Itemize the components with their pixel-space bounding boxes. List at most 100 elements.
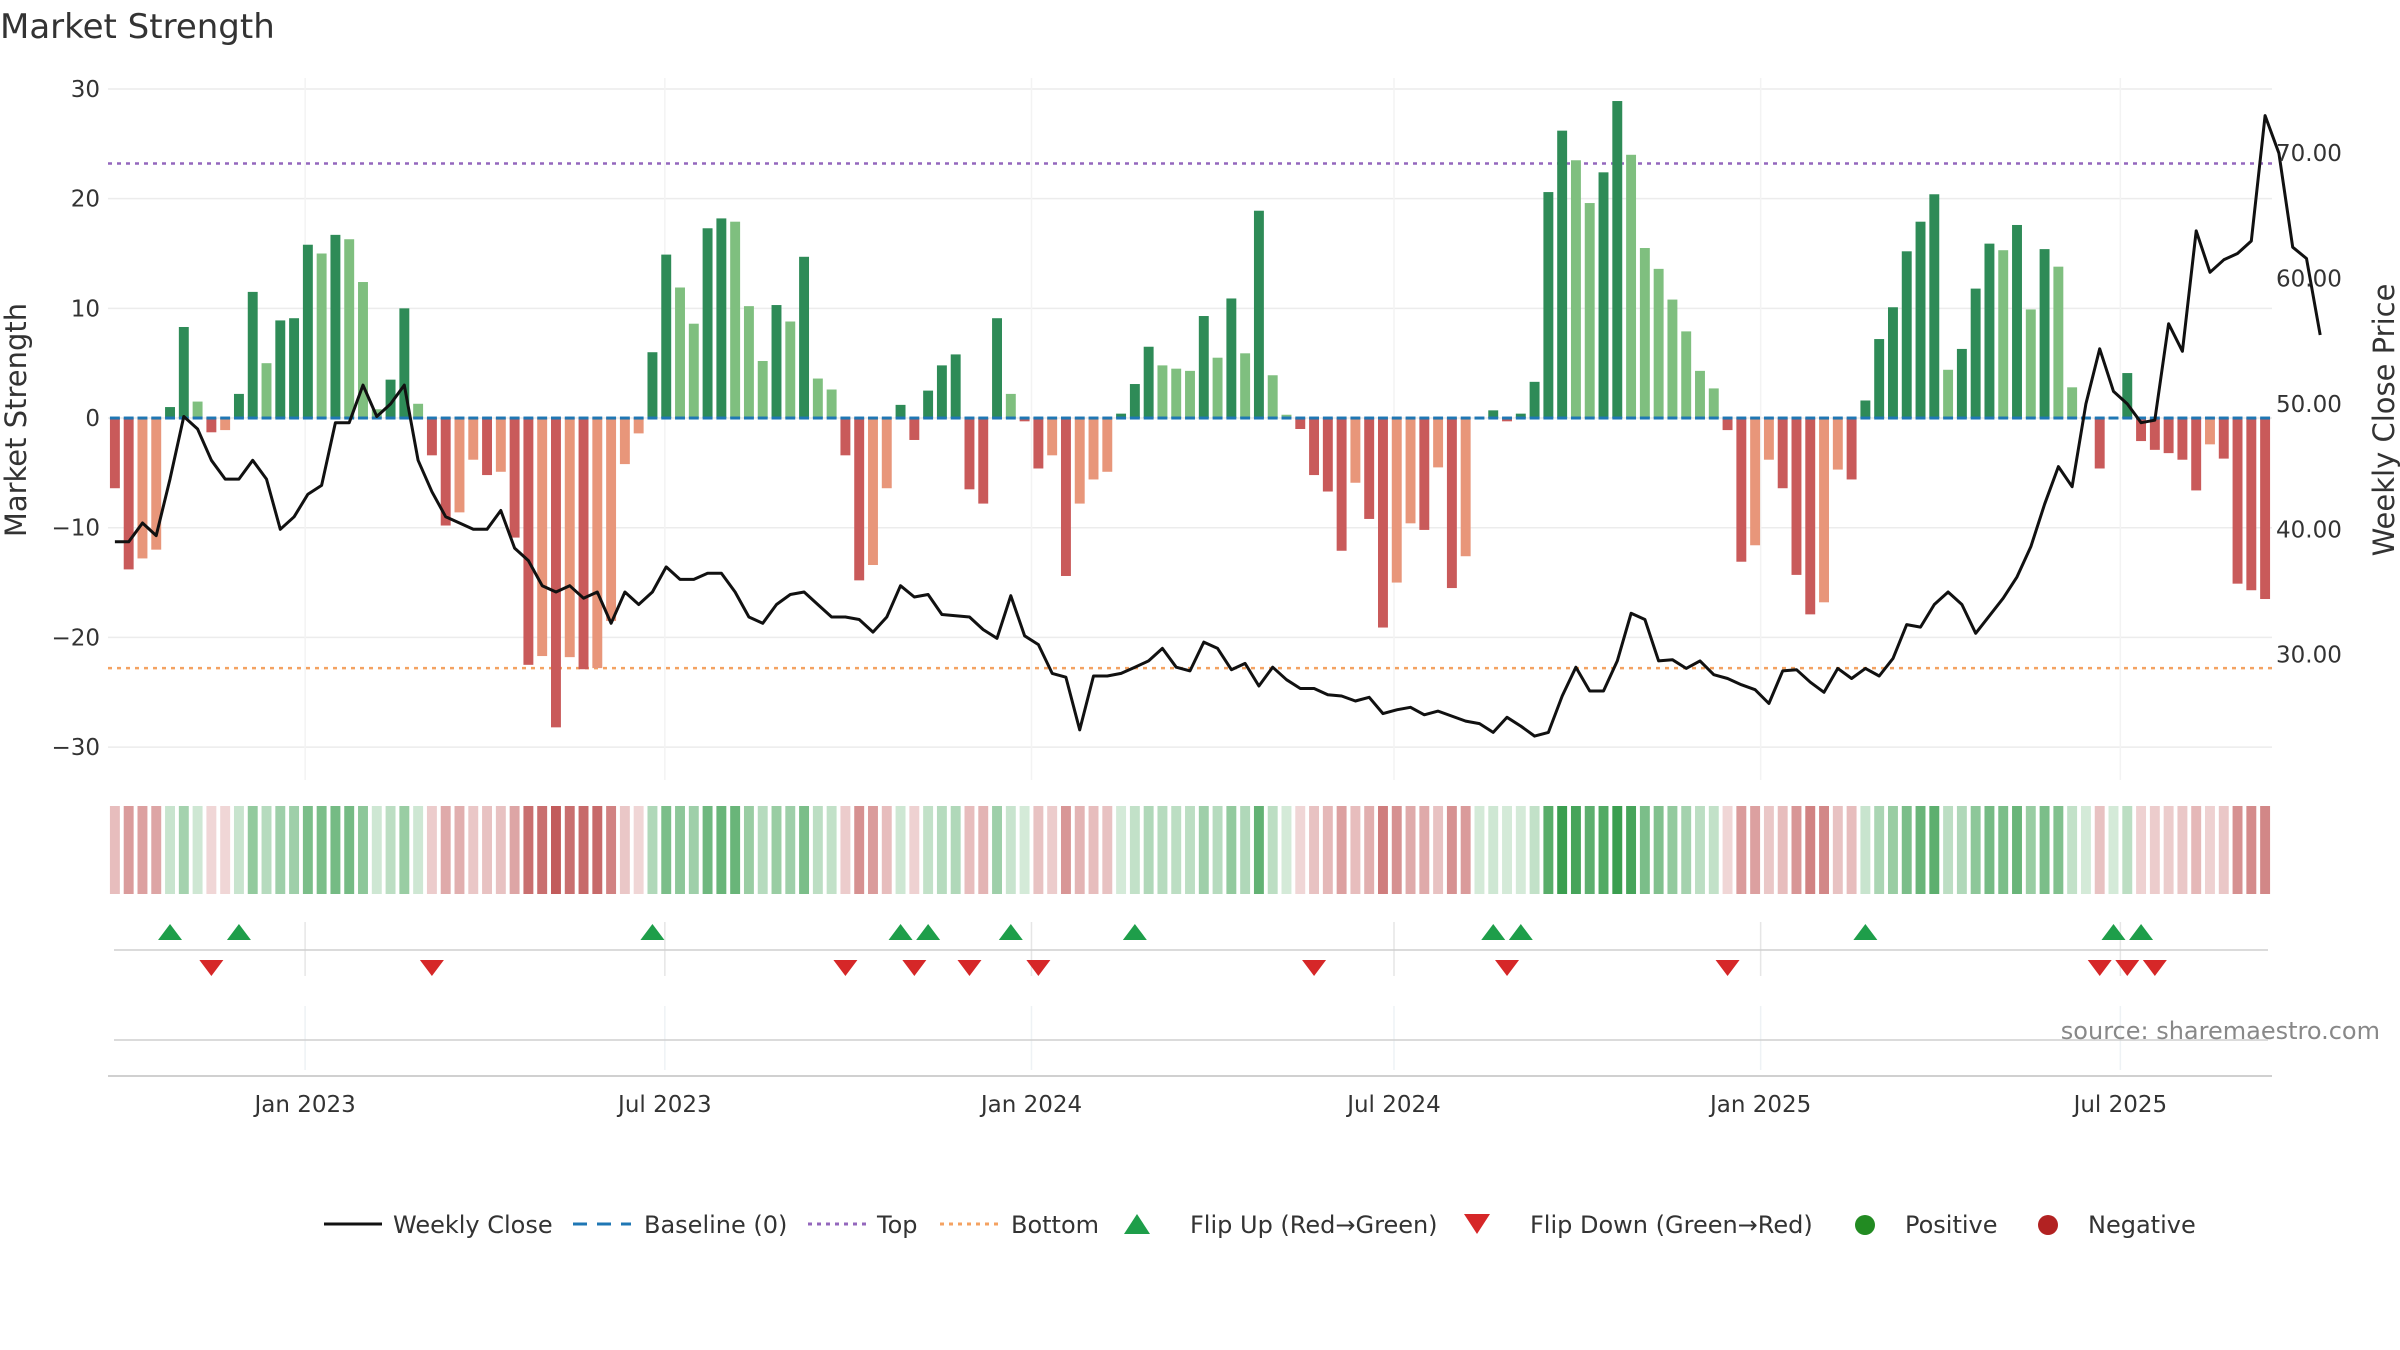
strength-bar: [661, 254, 672, 419]
band-cell: [2080, 806, 2091, 894]
strength-bar: [2067, 387, 2078, 419]
band-cell: [2218, 806, 2229, 894]
strength-bar: [2053, 266, 2064, 419]
band-cell: [950, 806, 961, 894]
band-cell: [2163, 806, 2174, 894]
strength-bar: [509, 418, 520, 538]
band-cell: [165, 806, 175, 894]
strength-bar: [302, 244, 313, 419]
strength-bar: [1791, 418, 1802, 575]
strength-bar: [2163, 418, 2174, 454]
band-cell: [1005, 806, 1016, 894]
strength-bar: [1529, 381, 1540, 419]
strength-bar: [2094, 418, 2105, 469]
band-cell: [385, 806, 396, 894]
strength-bar: [1446, 418, 1457, 589]
band-cell: [358, 806, 368, 894]
band-cell: [1791, 806, 1802, 894]
strength-bar: [261, 363, 272, 419]
band-cell: [1970, 806, 1981, 894]
flip-down-marker: [419, 960, 444, 976]
band-cell: [2260, 806, 2271, 894]
strength-bar: [757, 360, 768, 419]
strength-bar: [1281, 414, 1292, 419]
flip-up-marker: [1122, 924, 1147, 940]
band-cell: [1832, 806, 1843, 894]
x-tick-label: Jul 2024: [1345, 1092, 1441, 1118]
band-cell: [1019, 806, 1030, 894]
y-tick-label: 20: [71, 187, 100, 213]
strength-bar: [1102, 418, 1113, 472]
band-cell: [881, 806, 892, 894]
strength-bar: [1391, 418, 1402, 583]
strength-bar: [1378, 418, 1388, 628]
band-cell: [495, 806, 506, 894]
strength-bar: [881, 418, 892, 489]
grid: [108, 78, 2272, 1070]
band-cell: [854, 806, 865, 894]
flip-down-marker: [1302, 960, 1327, 976]
band-cell: [1364, 806, 1375, 894]
flip-down-marker: [902, 960, 927, 976]
strength-bar: [702, 228, 713, 419]
band-cell: [771, 806, 782, 894]
strength-bar: [247, 291, 258, 419]
band-cell: [330, 806, 341, 894]
strength-bar: [1667, 299, 1678, 419]
strength-bar: [578, 418, 589, 670]
band-cell: [1901, 806, 1912, 894]
band-cell: [923, 806, 934, 894]
band-cell: [1129, 806, 1140, 894]
band-cell: [289, 806, 300, 894]
strength-bar: [1887, 307, 1898, 419]
strength-bar: [1515, 413, 1526, 419]
chart-title: Market Strength: [0, 7, 275, 47]
strength-bar: [1488, 410, 1499, 419]
strength-bar: [1433, 418, 1444, 468]
y-axis-right-ticks: 70.00 60.00 50.00 40.00 30.00: [2276, 141, 2342, 668]
strength-bar: [1805, 418, 1816, 615]
strength-bar: [909, 418, 920, 440]
band-cell: [647, 806, 658, 894]
strength-bar: [1584, 203, 1595, 419]
strength-bar: [1901, 251, 1912, 419]
y-tick-label: 30: [71, 77, 100, 103]
strength-bar: [1639, 248, 1650, 419]
strength-bar: [1253, 210, 1264, 419]
band-cell: [1708, 806, 1719, 894]
strength-bar: [799, 256, 810, 419]
strength-bar: [1198, 316, 1209, 419]
strength-bar: [978, 418, 989, 504]
band-cell: [2053, 806, 2064, 894]
strength-bar: [1033, 418, 1044, 469]
strength-bar: [123, 418, 134, 570]
strength-bar: [1736, 418, 1747, 562]
band-cell: [2177, 806, 2188, 894]
strength-bar: [385, 379, 396, 419]
band-cell: [1295, 806, 1306, 894]
strength-bar: [1019, 418, 1030, 422]
strength-bar: [1322, 418, 1333, 492]
source-note: source: sharemaestro.com: [2061, 1017, 2380, 1045]
band-cell: [261, 806, 272, 894]
band-cell: [1281, 806, 1292, 894]
strength-bar: [564, 418, 575, 658]
strength-bar: [1998, 250, 2009, 419]
strength-bar: [109, 418, 120, 489]
band-cell: [1763, 806, 1774, 894]
y-tick-label: −30: [51, 735, 100, 761]
band-cell: [1474, 806, 1485, 894]
strength-bar: [1915, 221, 1926, 419]
band-cell: [1543, 806, 1554, 894]
y-axis-right-label: Weekly Close Price: [2367, 284, 2400, 557]
weekly-close-series: [114, 114, 2322, 738]
band-cell: [1805, 806, 1816, 894]
strength-bar: [964, 418, 975, 490]
strength-bar: [2260, 418, 2271, 600]
flip-down-marker: [1495, 960, 1520, 976]
band-cell: [1570, 806, 1581, 894]
strength-bar: [936, 365, 947, 419]
band-cell: [1998, 806, 2009, 894]
band-cell: [1433, 806, 1444, 894]
y-tick-label: 10: [71, 296, 100, 322]
